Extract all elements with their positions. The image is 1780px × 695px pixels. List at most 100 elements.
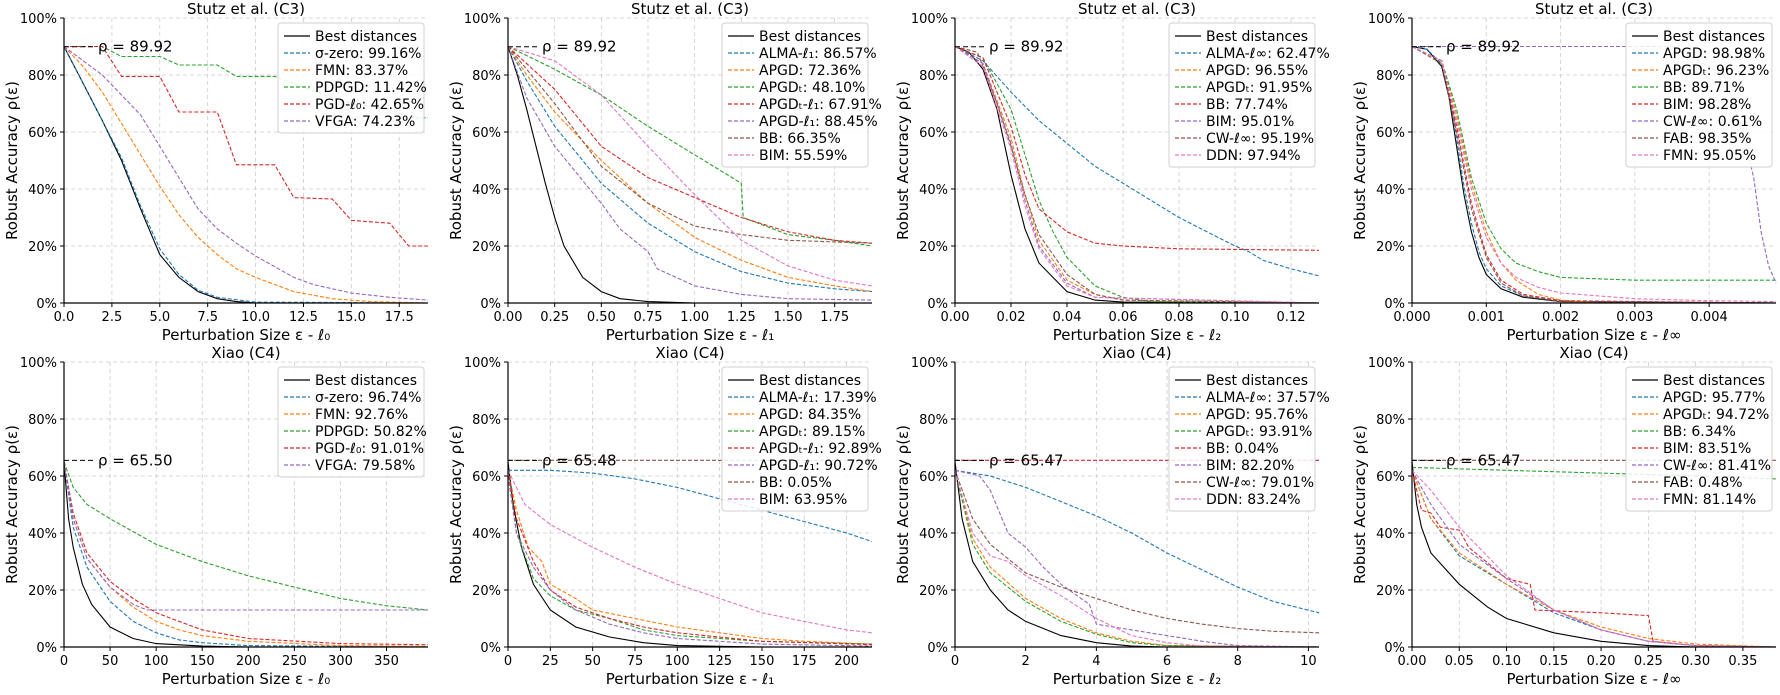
legend-label: APGD: 72.36%	[759, 63, 861, 79]
legend-label: APGD: 96.55%	[1206, 63, 1308, 79]
x-tick-label: 0.20	[1587, 654, 1616, 669]
y-tick-label: 100%	[20, 356, 57, 371]
y-tick-label: 40%	[28, 183, 57, 198]
x-tick-label: 200	[834, 654, 859, 669]
legend-label: Best distances	[315, 373, 417, 389]
y-tick-label: 20%	[472, 240, 501, 255]
y-tick-label: 60%	[472, 470, 501, 485]
legend-label: CW-ℓ∞: 95.19%	[1206, 131, 1314, 147]
x-axis-label: Perturbation Size ε - ℓ₁	[606, 670, 775, 688]
series-line	[507, 45, 873, 287]
series-line	[954, 470, 1320, 634]
y-axis-label: Robust Accuracy ρ(ε)	[894, 425, 912, 584]
series-line	[507, 46, 873, 244]
legend-label: FAB: 0.48%	[1663, 475, 1743, 491]
legend-label: APGD-ℓ₁: 90.72%	[759, 458, 878, 474]
legend-label: Best distances	[315, 29, 417, 45]
legend-label: APGDₜ: 96.23%	[1663, 63, 1769, 79]
x-tick-label: 0.06	[1109, 310, 1138, 325]
legend	[1168, 366, 1316, 512]
x-axis-label: Perturbation Size ε - ℓ₁	[606, 326, 775, 344]
x-tick-label: 15.0	[337, 310, 366, 325]
x-tick-label: 100	[144, 654, 169, 669]
x-tick-label: 50	[102, 654, 119, 669]
y-tick-label: 20%	[472, 584, 501, 599]
x-tick-label: 7.5	[197, 310, 218, 325]
y-tick-label: 0%	[480, 297, 501, 312]
series-line	[63, 461, 428, 648]
series-line	[507, 46, 872, 304]
subplot-title: Stutz et al. (C3)	[1535, 0, 1653, 18]
x-tick-label: 100	[665, 654, 690, 669]
series-line	[63, 461, 429, 647]
x-tick-label: 0.08	[1165, 310, 1194, 325]
x-tick-label: 0.10	[1492, 654, 1521, 669]
x-axis-label: Perturbation Size ε - ℓ₀	[162, 670, 331, 688]
rho-label: ρ = 89.92	[98, 38, 173, 56]
series-line	[954, 45, 1320, 304]
legend-label: APGDₜ-ℓ₁: 92.89%	[759, 441, 882, 457]
legend-label: CW-ℓ∞: 0.61%	[1663, 114, 1762, 130]
series-line	[507, 46, 873, 293]
subplot-title: Xiao (C4)	[655, 344, 724, 362]
x-tick-label: 175	[792, 654, 817, 669]
series-line	[954, 46, 1320, 304]
y-tick-label: 20%	[919, 240, 948, 255]
legend-label: BIM: 55.59%	[759, 148, 847, 164]
legend-label: FMN: 83.37%	[315, 63, 408, 79]
legend-label: Best distances	[759, 29, 861, 45]
legend-label: BIM: 82.20%	[1206, 458, 1294, 474]
legend-label: Best distances	[1663, 29, 1765, 45]
x-tick-label: 250	[282, 654, 307, 669]
y-tick-label: 0%	[927, 641, 948, 656]
x-tick-label: 1.00	[680, 310, 709, 325]
legend-label: FMN: 95.05%	[1663, 148, 1756, 164]
legend-label: DDN: 83.24%	[1206, 492, 1301, 508]
y-tick-label: 20%	[1376, 240, 1405, 255]
series-line	[954, 470, 1320, 648]
series-line	[507, 46, 873, 301]
legend	[721, 366, 869, 512]
x-tick-label: 10	[1300, 654, 1317, 669]
y-tick-label: 80%	[919, 413, 948, 428]
x-tick-label: 0.05	[1445, 654, 1474, 669]
series-line	[63, 461, 428, 611]
x-tick-label: 0	[951, 654, 959, 669]
y-tick-label: 100%	[911, 12, 948, 27]
legend-label: BB: 66.35%	[759, 131, 841, 147]
x-tick-label: 0.15	[1539, 654, 1568, 669]
legend-label: Best distances	[1206, 373, 1308, 389]
series-line	[1411, 45, 1777, 304]
series-line	[954, 469, 1320, 614]
y-tick-label: 20%	[919, 584, 948, 599]
series-line	[1411, 469, 1777, 648]
series-line	[954, 46, 1320, 304]
x-tick-label: 0.04	[1053, 310, 1082, 325]
y-tick-label: 40%	[28, 527, 57, 542]
legend-label: APGDₜ: 91.95%	[1206, 80, 1312, 96]
y-tick-label: 100%	[911, 356, 948, 371]
legend-label: ALMA-ℓ₁: 17.39%	[759, 390, 877, 406]
x-tick-label: 350	[374, 654, 399, 669]
legend-label: APGDₜ: 89.15%	[759, 424, 865, 440]
x-tick-label: 17.5	[385, 310, 414, 325]
series-line	[507, 46, 873, 293]
y-tick-label: 40%	[472, 183, 501, 198]
legend	[277, 366, 425, 478]
rho-label: ρ = 89.92	[542, 38, 617, 56]
rho-label: ρ = 65.50	[98, 451, 173, 469]
x-axis-label: Perturbation Size ε - ℓ∞	[1507, 670, 1682, 688]
x-tick-label: 0.12	[1277, 310, 1306, 325]
x-axis-label: Perturbation Size ε - ℓ∞	[1507, 326, 1682, 344]
series-line	[954, 45, 1320, 251]
legend-label: APGDₜ: 93.91%	[1206, 424, 1312, 440]
x-tick-label: 200	[236, 654, 261, 669]
legend-label: PGD-ℓ₀: 91.01%	[315, 441, 424, 457]
legend-label: BB: 89.71%	[1663, 80, 1745, 96]
legend	[721, 22, 869, 168]
subplot-title: Xiao (C4)	[1102, 344, 1171, 362]
legend-label: BIM: 98.28%	[1663, 97, 1751, 113]
series-line	[1411, 46, 1777, 303]
y-axis-label: Robust Accuracy ρ(ε)	[447, 425, 465, 584]
legend-label: ALMA-ℓ∞: 62.47%	[1206, 46, 1330, 62]
